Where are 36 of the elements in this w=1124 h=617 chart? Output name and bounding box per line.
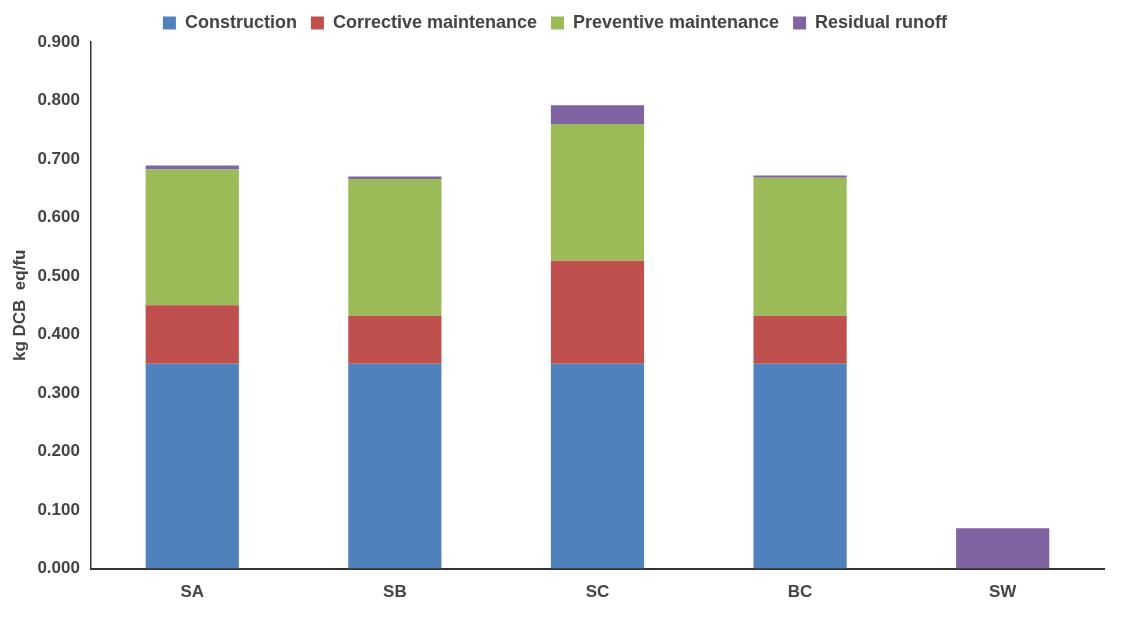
y-tick-label: 0.400 xyxy=(37,324,80,344)
bar xyxy=(550,260,645,364)
x-tick-label: BC xyxy=(787,582,813,602)
y-axis-title: kg DCB eq/fu xyxy=(9,249,29,362)
y-tick-label: 0.900 xyxy=(37,31,80,51)
bar xyxy=(145,305,239,364)
bar xyxy=(145,165,239,170)
legend-label: Corrective maintenance xyxy=(332,11,537,32)
legend-label: Residual runoff xyxy=(815,11,949,32)
bar xyxy=(753,363,847,569)
y-tick-label: 0.100 xyxy=(37,499,80,519)
legend-label: Preventive maintenance xyxy=(572,11,780,32)
bar xyxy=(348,315,442,364)
y-tick-label: 0.700 xyxy=(37,148,80,168)
bar xyxy=(145,363,239,569)
bar xyxy=(753,315,847,364)
x-tick-label: SA xyxy=(180,582,205,602)
x-tick-label: SB xyxy=(383,582,407,602)
legend-label: Construction xyxy=(184,11,297,32)
bar xyxy=(550,363,645,569)
bar xyxy=(550,105,645,124)
y-tick-label: 0.300 xyxy=(37,382,80,402)
y-tick-label: 0.500 xyxy=(37,265,80,285)
bar xyxy=(145,169,239,306)
y-tick-label: 0.600 xyxy=(37,207,80,227)
bar xyxy=(956,528,1050,569)
bar xyxy=(348,363,442,569)
y-tick-label: 0.800 xyxy=(37,90,80,110)
bar xyxy=(550,123,645,261)
y-tick-label: 0.200 xyxy=(37,441,80,461)
x-tick-label: SW xyxy=(989,582,1018,602)
y-tick-label: 0.000 xyxy=(37,558,80,578)
x-tick-label: SC xyxy=(585,582,610,602)
bar xyxy=(348,178,442,316)
bar xyxy=(753,177,847,316)
bar xyxy=(753,175,847,178)
